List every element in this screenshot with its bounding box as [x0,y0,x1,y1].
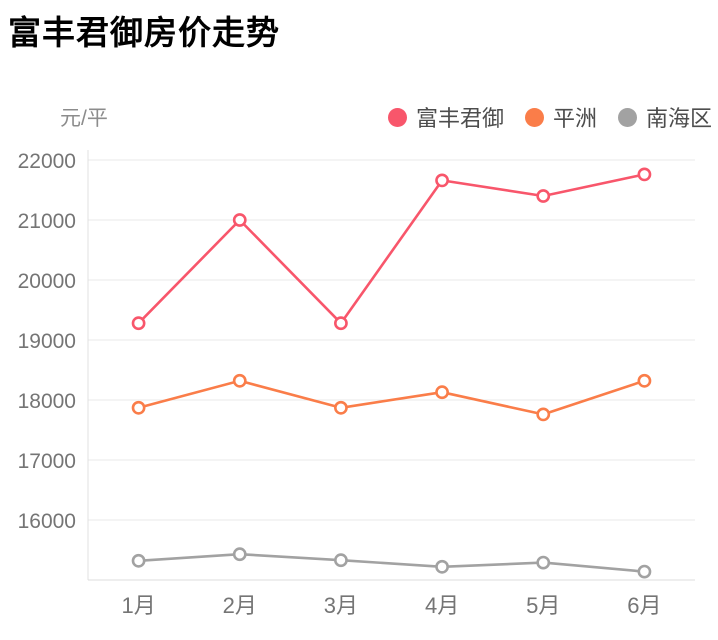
data-point[interactable] [334,400,348,415]
legend-item-label: 富丰君御 [415,106,504,131]
x-tick-label: 5月 [526,593,560,618]
data-point[interactable] [637,167,652,182]
y-axis-unit-label: 元/平 [60,107,108,130]
legend-item-平洲[interactable]: 平洲 [524,101,597,133]
data-point[interactable] [334,316,348,331]
x-tick-label: 2月 [223,593,257,618]
data-point[interactable] [435,559,449,574]
y-tick-label: 20000 [18,270,76,293]
data-point[interactable] [435,173,449,188]
data-point[interactable] [131,316,146,331]
y-tick-label: 18000 [18,390,76,413]
y-tick-label: 19000 [18,330,76,353]
data-point[interactable] [536,407,551,422]
data-point[interactable] [637,564,652,579]
data-point[interactable] [435,385,449,400]
legend-item-南海区[interactable]: 南海区 [617,101,712,133]
legend-item-富丰君御[interactable]: 富丰君御 [387,101,504,133]
legend-item-label: 平洲 [552,106,597,131]
data-point[interactable] [131,400,146,415]
series-line-南海区 [137,552,646,573]
y-tick-label: 16000 [18,510,76,533]
data-point[interactable] [637,373,652,388]
legend-dot-icon [387,107,407,127]
x-tick-label: 3月 [324,593,358,618]
series-line-富丰君御 [137,173,646,325]
y-tick-label: 22000 [18,150,76,173]
data-point[interactable] [334,553,348,568]
data-point[interactable] [232,213,247,227]
data-point[interactable] [536,189,551,203]
x-tick-label: 6月 [627,593,661,618]
legend-dot-icon [524,107,544,127]
x-tick-label: 4月 [425,593,459,618]
data-point[interactable] [131,553,146,568]
series-line-平洲 [137,379,646,416]
data-point[interactable] [232,547,247,562]
data-point[interactable] [232,373,247,388]
legend-dot-icon [617,107,637,127]
x-tick-label: 1月 [121,593,155,618]
legend-item-label: 南海区 [645,106,712,131]
data-point[interactable] [536,555,551,570]
y-tick-label: 17000 [18,450,76,473]
chart-legend: 富丰君御 平洲 南海区 [387,101,712,133]
page-title: 富丰君御房价走势 [8,14,280,51]
y-tick-label: 21000 [18,210,76,233]
